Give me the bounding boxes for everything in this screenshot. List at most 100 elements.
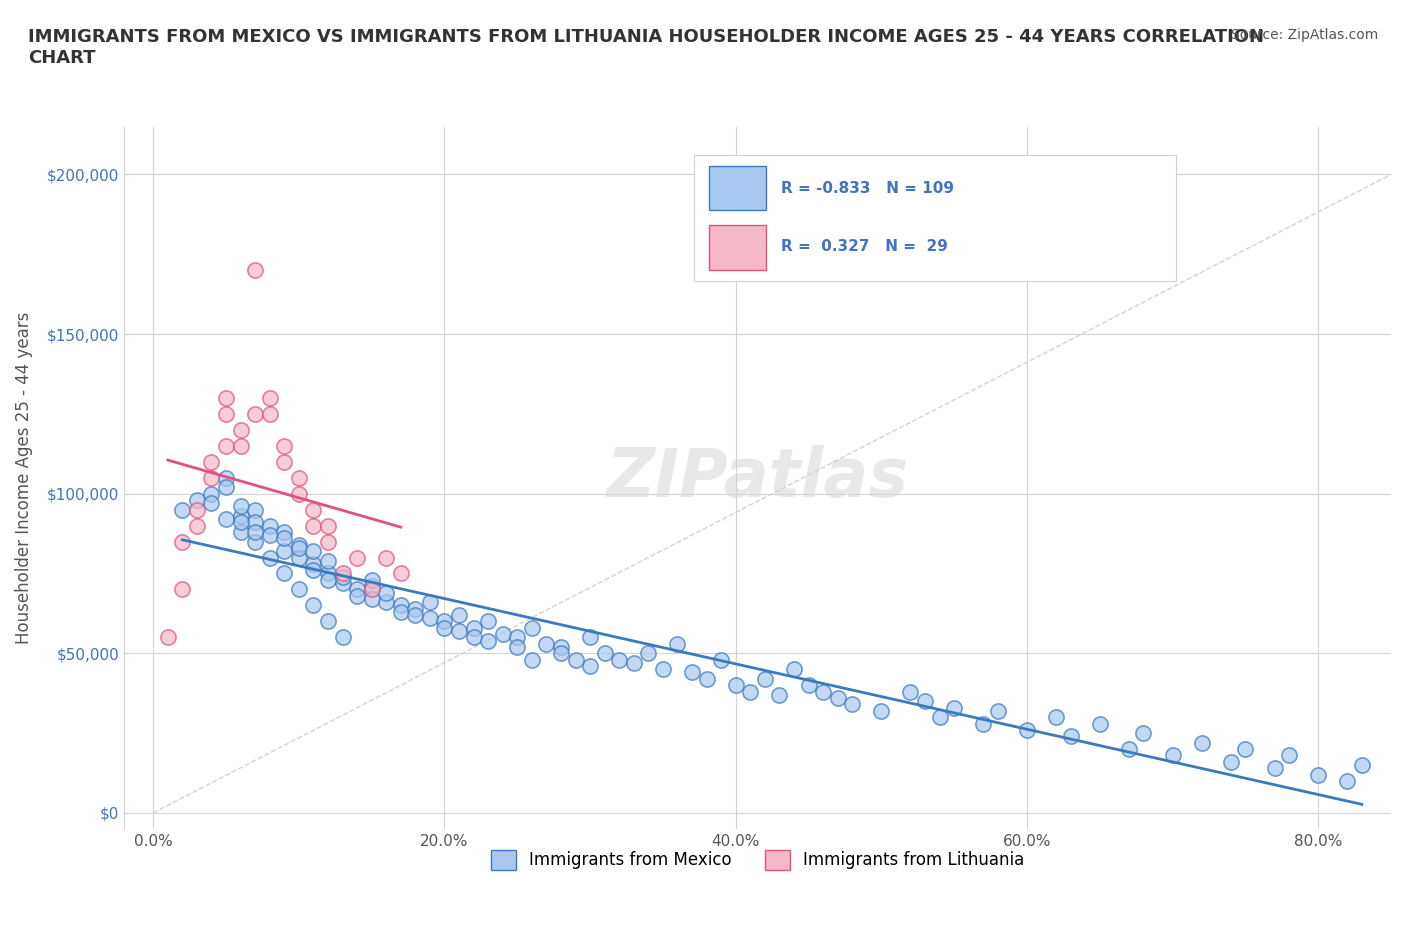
Point bbox=[215, 471, 238, 485]
Point bbox=[229, 525, 252, 539]
Point bbox=[928, 710, 950, 724]
Point bbox=[316, 518, 339, 533]
Point bbox=[914, 694, 936, 709]
Point bbox=[243, 406, 266, 421]
Point bbox=[419, 611, 441, 626]
Point bbox=[259, 550, 281, 565]
Point bbox=[1059, 729, 1081, 744]
Point bbox=[316, 566, 339, 581]
Point bbox=[346, 589, 368, 604]
Point bbox=[463, 630, 485, 644]
Point bbox=[273, 525, 295, 539]
Point bbox=[404, 601, 426, 616]
Point bbox=[1118, 741, 1140, 756]
Point bbox=[1308, 767, 1330, 782]
Point bbox=[215, 438, 238, 453]
Point bbox=[259, 527, 281, 542]
Text: ZIPatlas: ZIPatlas bbox=[606, 445, 908, 511]
Point bbox=[1336, 774, 1358, 789]
Point bbox=[972, 716, 994, 731]
Point bbox=[768, 687, 790, 702]
Point bbox=[375, 595, 398, 610]
Point bbox=[288, 550, 311, 565]
Point bbox=[870, 703, 893, 718]
Point bbox=[1278, 748, 1301, 763]
Text: IMMIGRANTS FROM MEXICO VS IMMIGRANTS FROM LITHUANIA HOUSEHOLDER INCOME AGES 25 -: IMMIGRANTS FROM MEXICO VS IMMIGRANTS FRO… bbox=[28, 28, 1264, 67]
Point bbox=[477, 633, 499, 648]
Point bbox=[302, 556, 325, 571]
Point bbox=[579, 630, 602, 644]
Point bbox=[710, 652, 733, 667]
Point bbox=[389, 598, 412, 613]
Point bbox=[666, 636, 689, 651]
Point bbox=[332, 630, 354, 644]
Point bbox=[564, 652, 586, 667]
Point bbox=[316, 553, 339, 568]
Point bbox=[316, 573, 339, 588]
Point bbox=[593, 645, 616, 660]
Point bbox=[536, 636, 558, 651]
Point bbox=[1132, 725, 1154, 740]
Point bbox=[681, 665, 703, 680]
Point bbox=[215, 406, 238, 421]
Point bbox=[1088, 716, 1111, 731]
Point bbox=[200, 471, 222, 485]
Point bbox=[172, 534, 194, 549]
Point bbox=[302, 598, 325, 613]
Y-axis label: Householder Income Ages 25 - 44 years: Householder Income Ages 25 - 44 years bbox=[15, 312, 32, 644]
Point bbox=[360, 578, 382, 593]
Point bbox=[273, 566, 295, 581]
Point bbox=[229, 422, 252, 437]
Point bbox=[419, 595, 441, 610]
Point bbox=[288, 582, 311, 597]
Point bbox=[346, 550, 368, 565]
Point bbox=[200, 496, 222, 511]
Point bbox=[389, 566, 412, 581]
Point bbox=[316, 534, 339, 549]
Point bbox=[273, 455, 295, 470]
Point bbox=[550, 640, 572, 655]
Point bbox=[827, 691, 849, 706]
Legend: Immigrants from Mexico, Immigrants from Lithuania: Immigrants from Mexico, Immigrants from … bbox=[484, 843, 1031, 877]
Point bbox=[229, 499, 252, 514]
Point bbox=[1263, 761, 1285, 776]
Point bbox=[186, 493, 208, 508]
Point bbox=[360, 582, 382, 597]
Point bbox=[651, 662, 673, 677]
Point bbox=[607, 652, 630, 667]
Point bbox=[172, 502, 194, 517]
Point bbox=[346, 582, 368, 597]
Point bbox=[433, 614, 456, 629]
Point bbox=[259, 518, 281, 533]
Point bbox=[360, 591, 382, 606]
Point bbox=[273, 544, 295, 559]
Point bbox=[302, 518, 325, 533]
Point bbox=[492, 627, 515, 642]
Point bbox=[229, 515, 252, 530]
Point bbox=[797, 678, 820, 693]
Point bbox=[506, 630, 529, 644]
Point bbox=[215, 480, 238, 495]
Point bbox=[623, 656, 645, 671]
Point bbox=[243, 534, 266, 549]
Point bbox=[783, 662, 806, 677]
Point bbox=[506, 640, 529, 655]
Point bbox=[288, 471, 311, 485]
Point bbox=[404, 607, 426, 622]
Point bbox=[724, 678, 747, 693]
Point bbox=[215, 391, 238, 405]
Point bbox=[477, 614, 499, 629]
Point bbox=[200, 486, 222, 501]
Point bbox=[156, 630, 179, 644]
Point bbox=[389, 604, 412, 619]
Point bbox=[360, 573, 382, 588]
Point bbox=[243, 502, 266, 517]
Point bbox=[1234, 741, 1257, 756]
Point bbox=[1015, 723, 1038, 737]
Point bbox=[186, 518, 208, 533]
Point bbox=[302, 563, 325, 578]
Point bbox=[229, 438, 252, 453]
Point bbox=[316, 614, 339, 629]
Point bbox=[463, 620, 485, 635]
Point bbox=[172, 582, 194, 597]
